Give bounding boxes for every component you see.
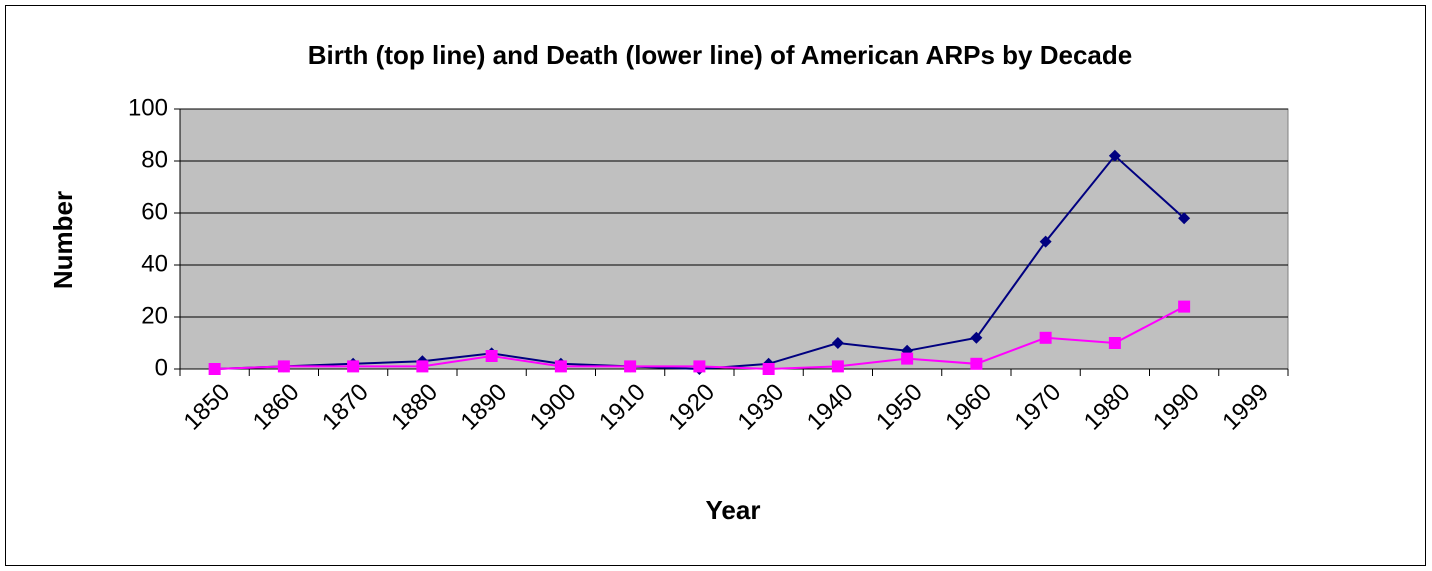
plot-background [179, 108, 1289, 370]
y-tick-label: 60 [141, 198, 168, 225]
point-marker [970, 357, 983, 370]
y-tick-label: 40 [141, 250, 168, 277]
point-marker [1178, 212, 1191, 225]
point-marker [208, 363, 221, 375]
point-marker [831, 337, 844, 349]
point-marker [762, 363, 775, 375]
point-marker [347, 360, 360, 373]
point-marker [485, 350, 498, 362]
y-tick-label: 20 [141, 302, 168, 329]
y-tick-label: 100 [128, 94, 168, 121]
y-tick-label: 80 [141, 146, 168, 173]
point-marker [624, 360, 637, 373]
point-marker [831, 360, 844, 373]
chart-title: Birth (top line) and Death (lower line) … [308, 40, 1132, 70]
point-marker [901, 352, 914, 365]
y-tick-label: 0 [155, 354, 168, 381]
point-marker [970, 331, 983, 344]
point-marker [693, 360, 706, 373]
point-marker [554, 360, 567, 373]
y-axis-label: Number [48, 191, 78, 289]
point-marker [1108, 149, 1121, 162]
point-marker [1039, 331, 1052, 344]
point-marker [1108, 337, 1121, 349]
point-marker [277, 360, 290, 373]
point-marker [1039, 235, 1052, 248]
x-axis-label: Year [706, 495, 761, 525]
point-marker [416, 360, 429, 373]
point-marker [1178, 300, 1191, 313]
